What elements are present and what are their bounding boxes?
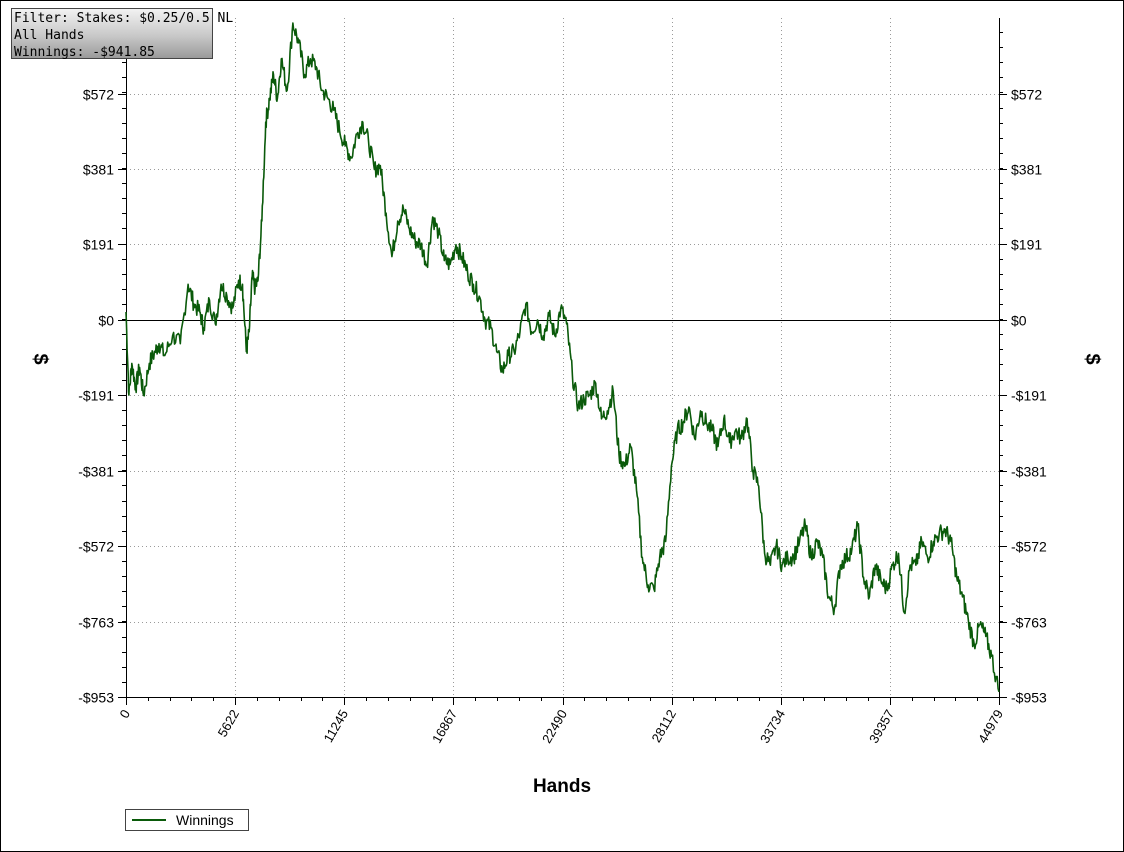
y-tick-label-left: -$572 <box>78 539 114 555</box>
series-line-winnings <box>125 22 1000 693</box>
y-tick-label-right: $572 <box>1011 87 1042 103</box>
y-tick-label-right: -$953 <box>1011 690 1047 706</box>
y-tick-label-right: $381 <box>1011 162 1042 178</box>
y-tick-label-left: $191 <box>83 237 114 253</box>
chart-axes <box>118 18 1007 705</box>
x-tick-label: 16867 <box>429 707 460 746</box>
x-tick-label: 44979 <box>975 707 1006 746</box>
y-tick-label-right: $0 <box>1011 313 1027 329</box>
y-axis-label-left: $ <box>29 353 51 364</box>
x-tick-label: 22490 <box>539 707 570 746</box>
y-tick-label-left: -$953 <box>78 690 114 706</box>
y-tick-labels: $572 $572 $381 $381 $191 $191 $0 $0 -$191 -$191 -$… <box>78 87 1047 706</box>
x-tick-label: 39357 <box>866 707 897 746</box>
legend-label-winnings: Winnings <box>176 812 234 828</box>
y-tick-label-left: $572 <box>83 87 114 103</box>
y-tick-label-left: $381 <box>83 162 114 178</box>
x-tick-label: 28112 <box>649 707 680 745</box>
y-tick-label-left: $0 <box>98 313 114 329</box>
x-tick-label: 0 <box>116 707 133 721</box>
y-tick-label-right: -$381 <box>1011 464 1047 480</box>
y-tick-label-left: -$763 <box>78 615 114 631</box>
y-tick-label-left: -$381 <box>78 464 114 480</box>
series-layer <box>125 22 1000 693</box>
y-axis-label-right: $ <box>1081 353 1103 364</box>
x-axis-label: Hands <box>533 776 591 797</box>
chart-grid <box>126 18 999 697</box>
y-tick-label-right: $191 <box>1011 237 1042 253</box>
x-tick-label: 11245 <box>321 707 352 745</box>
chart-legend: Winnings <box>125 809 249 831</box>
x-tick-label: 33734 <box>757 707 788 746</box>
winnings-text: Winnings: -$941.85 <box>14 45 155 60</box>
hands-text: All Hands <box>14 28 85 43</box>
y-tick-label-right: -$191 <box>1011 388 1047 404</box>
y-tick-label-right: -$763 <box>1011 615 1047 631</box>
minor-ticks <box>122 32 1003 701</box>
x-tick-labels: 0 5622 11245 16867 22490 28112 33734 39357 44979 <box>116 707 1006 746</box>
y-tick-label-left: -$191 <box>78 388 114 404</box>
y-tick-label-right: -$572 <box>1011 539 1047 555</box>
filter-info-box: Filter: Stakes: $0.25/0.5 NL All Hands W… <box>11 8 234 60</box>
filter-text: Filter: Stakes: $0.25/0.5 NL <box>14 11 234 26</box>
x-tick-label: 5622 <box>215 707 242 740</box>
legend-swatch-winnings <box>132 819 166 821</box>
